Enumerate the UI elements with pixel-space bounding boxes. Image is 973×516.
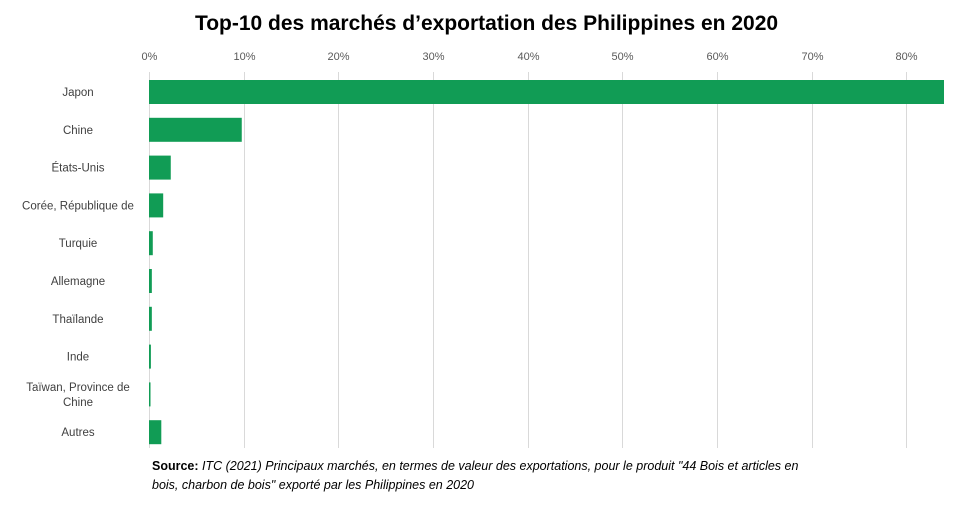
x-axis-ticks: 0% 10% 20% 30% 40% 50% 60% 70% 80% xyxy=(142,51,918,63)
category-labels: Japon Chine États-Unis Corée, République de… xyxy=(22,87,134,439)
category-label: Allemagne xyxy=(51,276,105,288)
chart-title: Top-10 des marchés d’exportation des Phi… xyxy=(194,12,779,35)
category-label: Autres xyxy=(61,427,94,439)
bar xyxy=(149,155,171,180)
bar xyxy=(149,231,153,256)
category-label: Japon xyxy=(62,87,93,99)
x-tick-label: 40% xyxy=(517,51,539,63)
category-label: Turquie xyxy=(59,238,98,250)
source-text: ITC (2021) Principaux marchés, en termes… xyxy=(152,459,799,492)
bars xyxy=(149,80,944,445)
x-tick-label: 10% xyxy=(233,51,255,63)
bar xyxy=(149,269,152,293)
bar xyxy=(149,80,944,104)
x-tick-label: 60% xyxy=(706,51,728,63)
category-label: Chine xyxy=(63,125,93,137)
bar xyxy=(149,420,162,445)
x-tick-label: 80% xyxy=(895,51,917,63)
gridlines xyxy=(149,72,907,448)
category-label: Taïwan, Province de Chine xyxy=(26,382,130,409)
category-label: Inde xyxy=(67,352,89,364)
category-label: États-Unis xyxy=(51,162,104,175)
x-tick-label: 0% xyxy=(142,51,158,63)
bar xyxy=(149,306,152,331)
x-tick-label: 50% xyxy=(611,51,633,63)
bar xyxy=(149,382,151,407)
x-tick-label: 70% xyxy=(801,51,823,63)
x-tick-label: 20% xyxy=(327,51,349,63)
bar xyxy=(149,117,242,142)
source-label: Source: xyxy=(152,459,199,473)
bar xyxy=(149,193,164,218)
category-label: Corée, République de xyxy=(22,200,134,212)
source-note: Source: ITC (2021) Principaux marchés, e… xyxy=(152,457,812,495)
bar xyxy=(149,344,151,369)
x-tick-label: 30% xyxy=(422,51,444,63)
category-label: Thaïlande xyxy=(52,314,103,326)
